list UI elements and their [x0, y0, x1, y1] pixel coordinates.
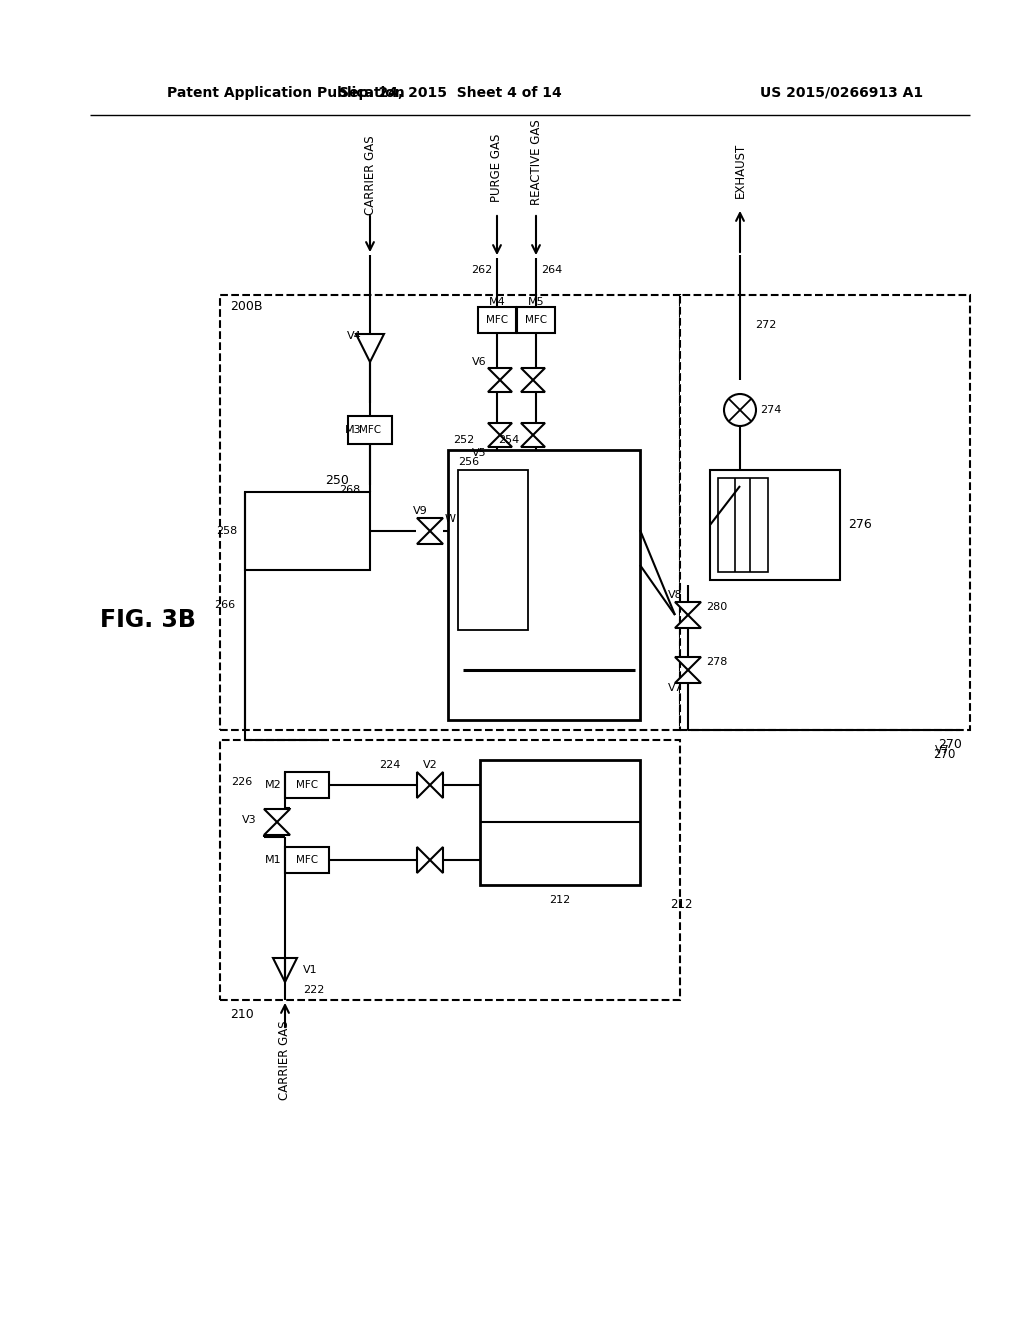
Polygon shape [430, 847, 443, 873]
Text: Patent Application Publication: Patent Application Publication [167, 86, 404, 100]
Text: 262: 262 [471, 265, 492, 275]
Circle shape [724, 393, 756, 426]
Text: V7: V7 [935, 744, 950, 755]
Bar [710, 470, 840, 579]
Text: MFC: MFC [486, 315, 508, 325]
Text: 226: 226 [230, 777, 252, 787]
Text: V3: V3 [243, 814, 257, 825]
Text: PURGE GAS: PURGE GAS [490, 133, 504, 202]
Text: 222: 222 [303, 985, 325, 995]
Text: V8: V8 [669, 590, 683, 601]
Text: 252: 252 [453, 436, 474, 445]
Text: US 2015/0266913 A1: US 2015/0266913 A1 [760, 86, 923, 100]
Text: 276: 276 [848, 519, 871, 532]
Text: V1: V1 [303, 965, 317, 975]
Text: 272: 272 [755, 319, 776, 330]
Text: V2: V2 [423, 760, 437, 770]
Bar [517, 308, 555, 333]
Text: 212: 212 [670, 899, 692, 912]
Text: V9: V9 [414, 506, 428, 516]
Polygon shape [417, 517, 443, 531]
Text: CARRIER GAS: CARRIER GAS [364, 135, 377, 215]
Bar [680, 294, 970, 730]
Bar [285, 847, 329, 873]
Text: 270: 270 [933, 748, 955, 762]
Text: 264: 264 [541, 265, 562, 275]
Bar [348, 416, 392, 444]
Text: V6: V6 [472, 356, 487, 367]
Text: Sep. 24, 2015  Sheet 4 of 14: Sep. 24, 2015 Sheet 4 of 14 [339, 86, 561, 100]
Polygon shape [521, 422, 545, 436]
Bar [285, 772, 329, 799]
Text: 258: 258 [216, 525, 237, 536]
Bar [458, 470, 528, 630]
Polygon shape [521, 380, 545, 392]
Bar [220, 741, 680, 1001]
Text: M3: M3 [345, 425, 362, 436]
Text: REACTIVE GAS: REACTIVE GAS [529, 119, 543, 205]
Text: 212: 212 [549, 895, 570, 906]
Text: 254: 254 [498, 436, 519, 445]
Polygon shape [675, 671, 701, 682]
Text: FIG. 3B: FIG. 3B [100, 609, 196, 632]
Text: 224: 224 [379, 760, 400, 770]
Text: MFC: MFC [296, 780, 318, 789]
Polygon shape [417, 531, 443, 544]
Text: W: W [445, 513, 456, 524]
Polygon shape [675, 602, 701, 615]
Text: 256: 256 [458, 457, 479, 467]
Polygon shape [264, 809, 290, 822]
Bar [718, 478, 768, 572]
Text: 210: 210 [230, 1008, 254, 1022]
Bar [449, 450, 640, 719]
Text: 278: 278 [706, 657, 727, 667]
Text: CARRIER GAS: CARRIER GAS [279, 1020, 292, 1100]
Polygon shape [675, 657, 701, 671]
Polygon shape [675, 615, 701, 628]
Polygon shape [417, 772, 430, 799]
Text: M4: M4 [488, 297, 506, 308]
Bar [480, 760, 640, 884]
Text: 280: 280 [706, 602, 727, 612]
Polygon shape [521, 368, 545, 380]
Text: MFC: MFC [296, 855, 318, 865]
Bar [478, 308, 516, 333]
Text: 268: 268 [339, 484, 360, 495]
Text: V4: V4 [347, 331, 362, 341]
Text: M1: M1 [265, 855, 282, 865]
Polygon shape [430, 772, 443, 799]
Polygon shape [264, 822, 290, 836]
Polygon shape [488, 422, 512, 436]
Text: MFC: MFC [525, 315, 547, 325]
Text: V5: V5 [472, 447, 487, 458]
Text: 274: 274 [760, 405, 781, 414]
Polygon shape [521, 436, 545, 447]
Text: M5: M5 [527, 297, 545, 308]
Text: 200B: 200B [230, 301, 262, 314]
Polygon shape [488, 436, 512, 447]
Text: M2: M2 [265, 780, 282, 789]
Text: V7: V7 [669, 682, 683, 693]
Polygon shape [356, 334, 384, 362]
Polygon shape [488, 368, 512, 380]
Polygon shape [417, 847, 430, 873]
Text: 266: 266 [214, 601, 234, 610]
Text: 250: 250 [325, 474, 349, 487]
Bar [245, 492, 370, 570]
Bar [220, 294, 680, 730]
Text: MFC: MFC [359, 425, 381, 436]
Text: EXHAUST: EXHAUST [733, 143, 746, 198]
Text: 270: 270 [938, 738, 962, 751]
Polygon shape [488, 380, 512, 392]
Polygon shape [273, 958, 297, 982]
